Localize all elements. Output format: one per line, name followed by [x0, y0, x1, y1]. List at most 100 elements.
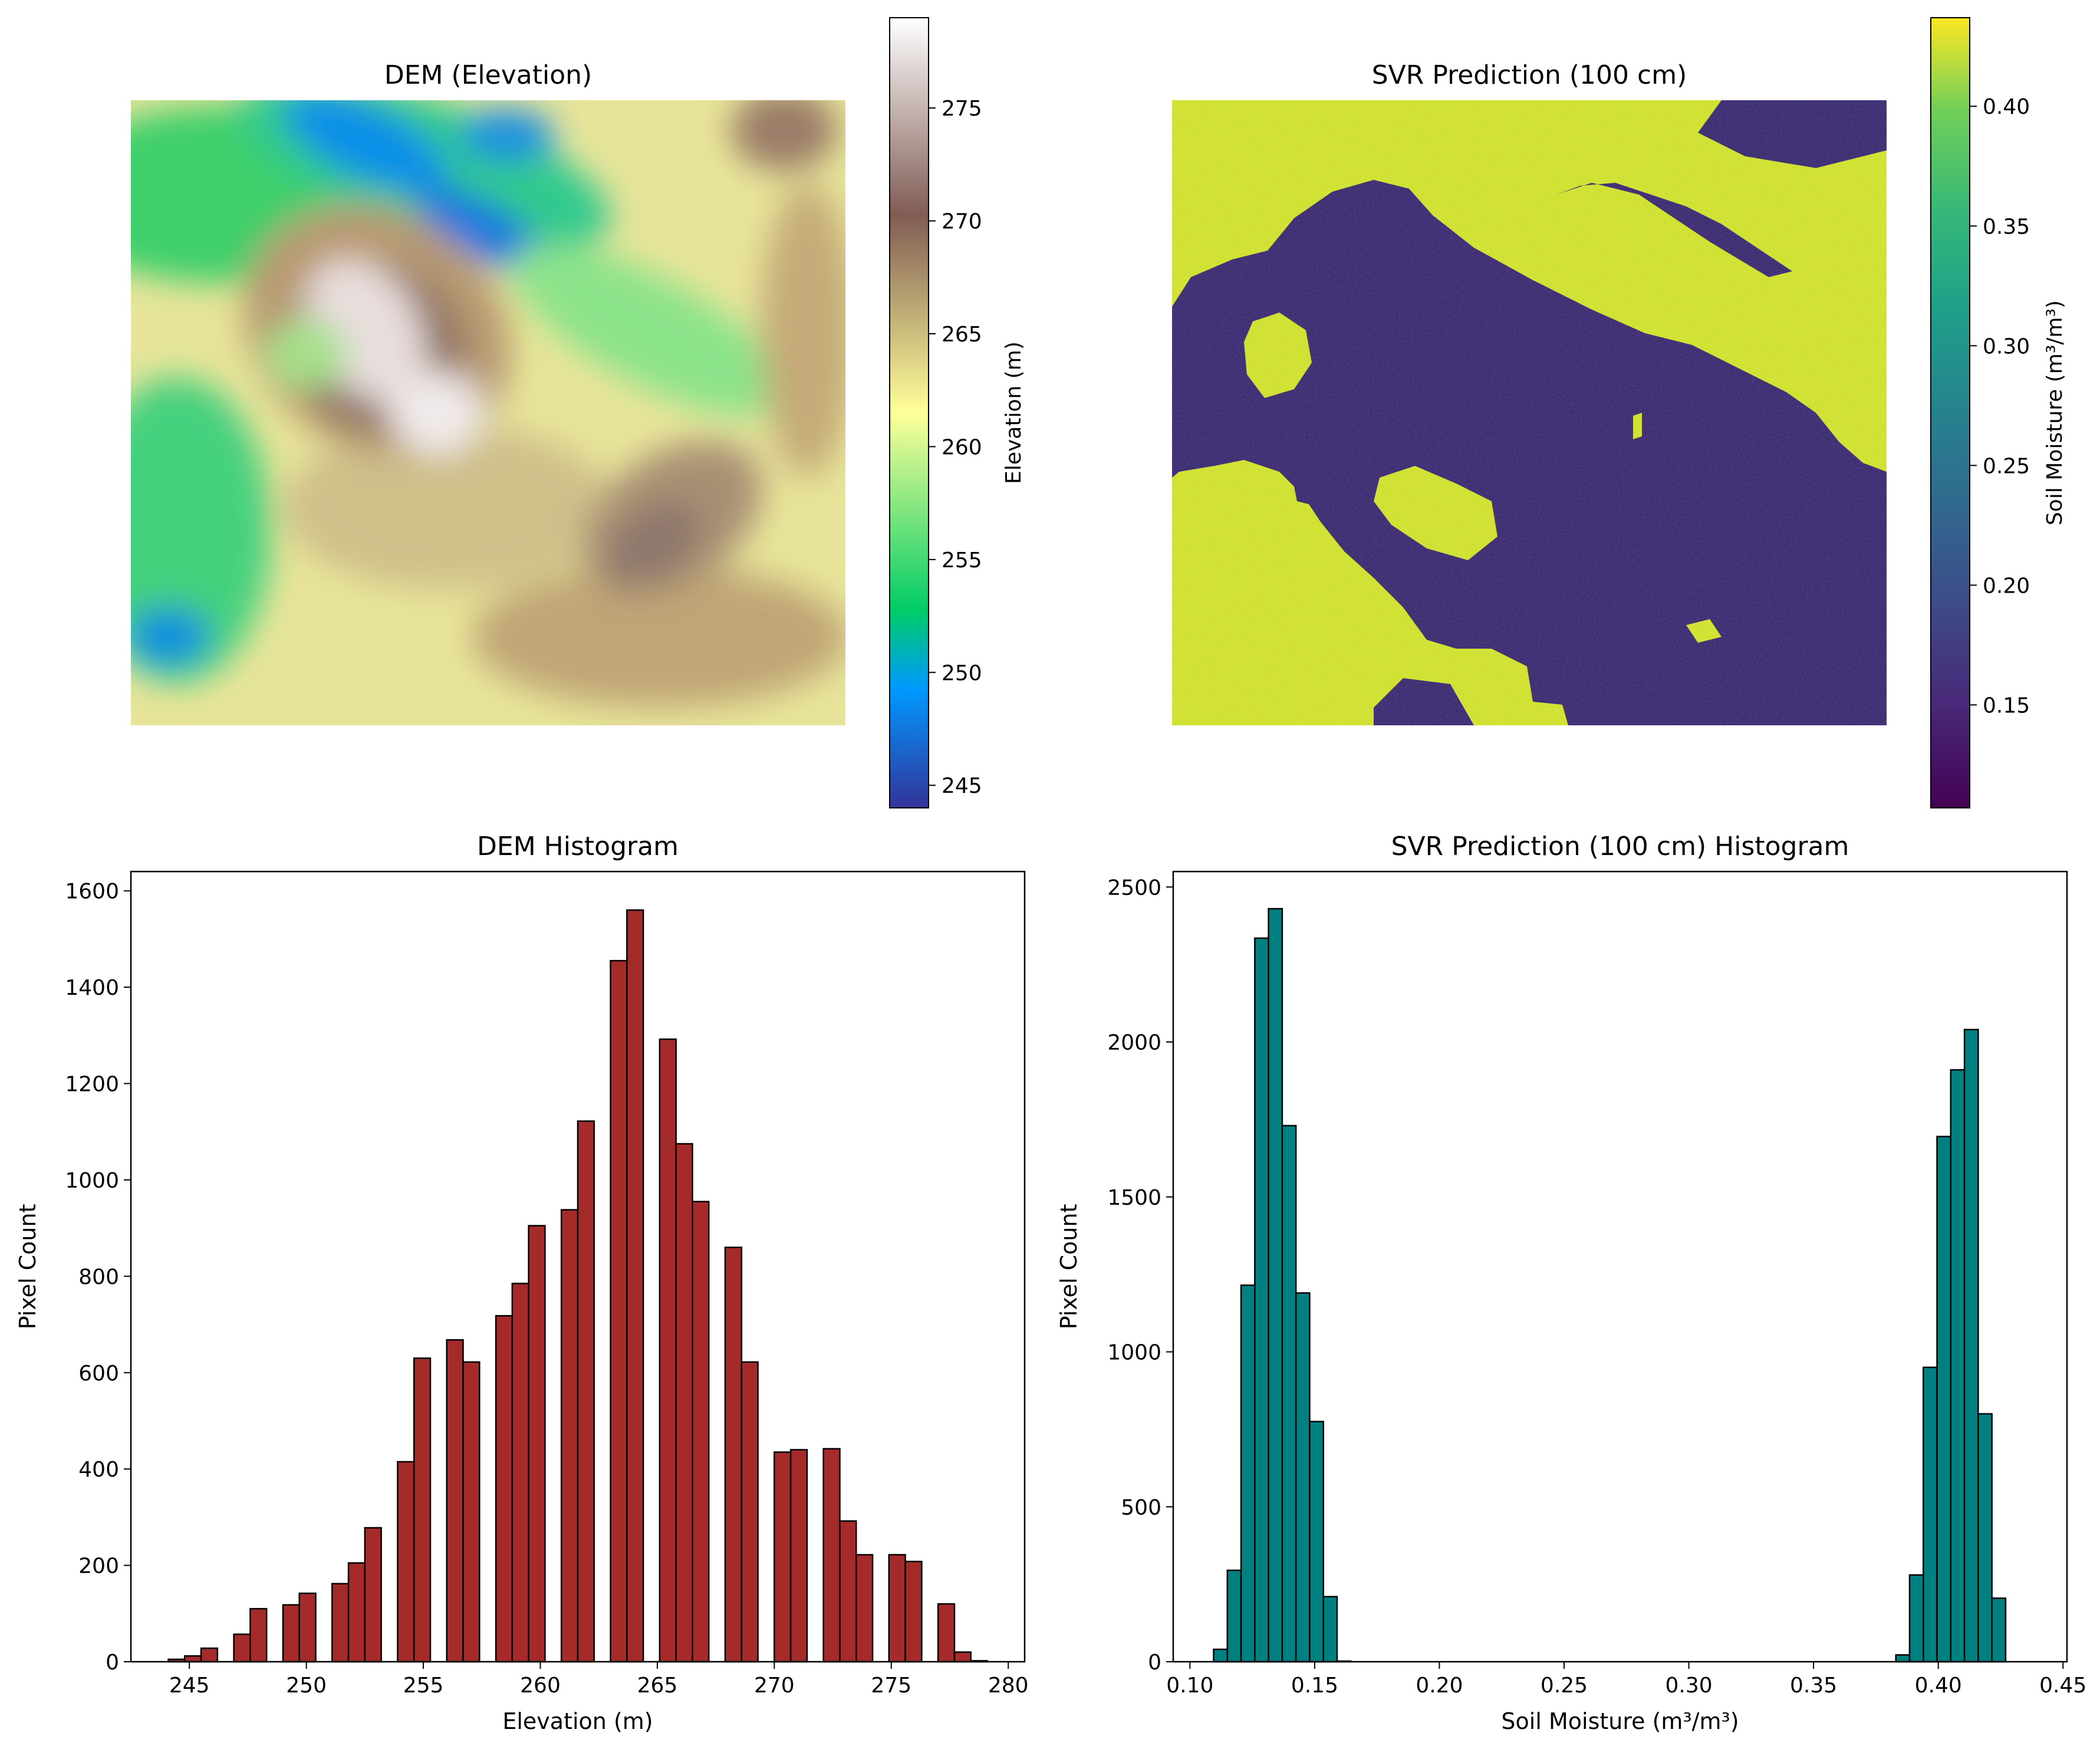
dem-histogram-bars [167, 909, 988, 1663]
dem-histogram-bar [233, 1633, 251, 1663]
dem-histogram-bar [528, 1225, 546, 1663]
dem-histogram-y-label: Pixel Count [15, 1204, 41, 1330]
svr-histogram-y-tick-label: 2500 [1107, 876, 1161, 900]
dem-histogram-bar [822, 1448, 841, 1663]
dem-histogram-bar [282, 1604, 300, 1663]
dem-histogram-bar [904, 1560, 923, 1663]
dem-histogram-bar [937, 1603, 956, 1663]
svr-colorbar-tick-label: 0.40 [1983, 95, 2030, 119]
svr-histogram-y-label: Pixel Count [1056, 1204, 1082, 1330]
svr-colorbar-ramp [1930, 17, 1970, 808]
dem-histogram-x-tick-label: 275 [871, 1674, 911, 1698]
svr-histogram-x-tick-label: 0.20 [1416, 1674, 1463, 1698]
dem-histogram-bar [839, 1520, 857, 1663]
svr-histogram-bar [1936, 1136, 1952, 1663]
dem-histogram-bar [495, 1315, 514, 1663]
svr-histogram-bar [1923, 1366, 1938, 1663]
dem-histogram-bar [560, 1209, 579, 1663]
dem-histogram-bar [446, 1339, 464, 1663]
dem-histogram-bar [364, 1527, 382, 1663]
svr-histogram-bar [1281, 1125, 1297, 1663]
dem-map-image [131, 100, 845, 725]
svr-histogram-x-tick-label: 0.15 [1291, 1674, 1338, 1698]
svr-histogram-bar [1213, 1648, 1229, 1663]
dem-histogram-frame [130, 870, 1026, 1663]
dem-colorbar-tick-label: 260 [942, 435, 982, 459]
svr-histogram-bar [1963, 1028, 1979, 1663]
dem-histogram-x-tick-label: 250 [286, 1674, 327, 1698]
svr-histogram-bar [1908, 1574, 1924, 1663]
svr-histogram-bar [1268, 908, 1283, 1663]
dem-colorbar-tick-label: 270 [942, 210, 982, 234]
svr-histogram-bar [1309, 1421, 1324, 1663]
svr-map-title: SVR Prediction (100 cm) [1372, 60, 1687, 90]
svr-histogram-x-tick-label: 0.10 [1166, 1674, 1213, 1698]
dem-colorbar-label: Elevation (m) [1002, 341, 1026, 484]
dem-histogram-bar [511, 1283, 529, 1663]
svr-histogram-bars [1213, 908, 2007, 1663]
svr-histogram-y-tick-label: 2000 [1107, 1031, 1161, 1055]
svr-map-image [1172, 100, 1887, 725]
svr-histogram-x-tick-label: 0.40 [1915, 1674, 1962, 1698]
svr-histogram-x-tick-label: 0.25 [1541, 1674, 1588, 1698]
dem-histogram-y-tick-label: 1200 [65, 1073, 119, 1097]
dem-histogram-panel: DEM Histogram 245 250 255 260 265 270 275 280 0… [15, 831, 1029, 1734]
dem-colorbar-tick-label: 250 [942, 661, 982, 685]
svr-colorbar-tick-label: 0.35 [1983, 215, 2030, 239]
dem-colorbar: 245 250 255 260 265 270 275 Elevation (m) [889, 17, 1026, 808]
dem-histogram-bar [462, 1361, 480, 1663]
svr-histogram-x-label: Soil Moisture (m³/m³) [1501, 1708, 1739, 1734]
svr-histogram-panel: SVR Prediction (100 cm) Histogram 0.10 0.… [1056, 831, 2086, 1734]
svr-colorbar-tick-label: 0.15 [1983, 693, 2030, 718]
dem-histogram-bar [610, 959, 628, 1663]
dem-histogram-bar [413, 1357, 432, 1663]
svr-histogram-bar [1254, 937, 1269, 1663]
dem-histogram-bar [298, 1592, 317, 1663]
dem-histogram-bar [740, 1361, 759, 1663]
svr-colorbar: 0.15 0.20 0.25 0.30 0.35 0.40 Soil Moisture (… [1930, 17, 2067, 808]
dem-histogram-x-label: Elevation (m) [502, 1708, 653, 1734]
svr-histogram-y-tick-label: 1500 [1107, 1186, 1161, 1210]
dem-histogram-y-tick-label: 1000 [65, 1169, 119, 1193]
svr-histogram-y-ticks: 0 500 1000 1500 2000 2500 [1107, 876, 1173, 1675]
svr-histogram-x-tick-label: 0.35 [1790, 1674, 1837, 1698]
svr-histogram-y-tick-label: 1000 [1107, 1341, 1161, 1365]
dem-histogram-bar [773, 1451, 792, 1663]
svr-colorbar-tick-label: 0.30 [1983, 334, 2030, 359]
dem-histogram-x-tick-label: 255 [403, 1674, 444, 1698]
svr-colorbar-tick-label: 0.20 [1983, 574, 2030, 598]
dem-histogram-y-tick-label: 200 [78, 1554, 119, 1579]
svr-histogram-frame [1172, 870, 2068, 1663]
dem-histogram-x-tick-label: 270 [754, 1674, 795, 1698]
svr-histogram-bar [1977, 1413, 1993, 1663]
dem-histogram-bar [888, 1554, 906, 1663]
dem-histogram-y-ticks: 0 200 400 600 800 1000 1200 1400 1600 [65, 880, 131, 1675]
dem-histogram-bar [397, 1461, 415, 1663]
dem-histogram-bar [692, 1201, 710, 1663]
dem-histogram-x-tick-label: 280 [988, 1674, 1029, 1698]
dem-histogram-x-ticks: 245 250 255 260 265 270 275 280 [169, 1662, 1029, 1698]
dem-histogram-bar [347, 1562, 366, 1663]
dem-histogram-x-tick-label: 265 [637, 1674, 678, 1698]
svr-histogram-bar [1950, 1069, 1966, 1663]
dem-histogram-bar [626, 909, 644, 1663]
svr-histogram-bar [1240, 1284, 1256, 1663]
dem-histogram-bar [855, 1554, 874, 1663]
dem-colorbar-tick-label: 255 [942, 548, 982, 573]
dem-colorbar-ramp [889, 17, 929, 808]
dem-histogram-y-tick-label: 600 [78, 1362, 119, 1386]
dem-histogram-bar [200, 1647, 219, 1663]
svr-histogram-bar [1226, 1569, 1242, 1663]
dem-histogram-bar [577, 1120, 595, 1663]
dem-histogram-bar [249, 1607, 268, 1663]
dem-histogram-y-tick-label: 1600 [65, 880, 119, 904]
dem-histogram-bar [789, 1449, 808, 1663]
dem-histogram-y-tick-label: 400 [78, 1458, 119, 1482]
svr-histogram-bar [1895, 1654, 1911, 1663]
dem-histogram-bar [724, 1247, 743, 1663]
svr-colorbar-tick-label: 0.25 [1983, 454, 2030, 478]
dem-histogram-bar [331, 1583, 350, 1663]
dem-map-panel: DEM (Elevation) [131, 17, 1026, 808]
dem-histogram-bar [953, 1651, 972, 1663]
